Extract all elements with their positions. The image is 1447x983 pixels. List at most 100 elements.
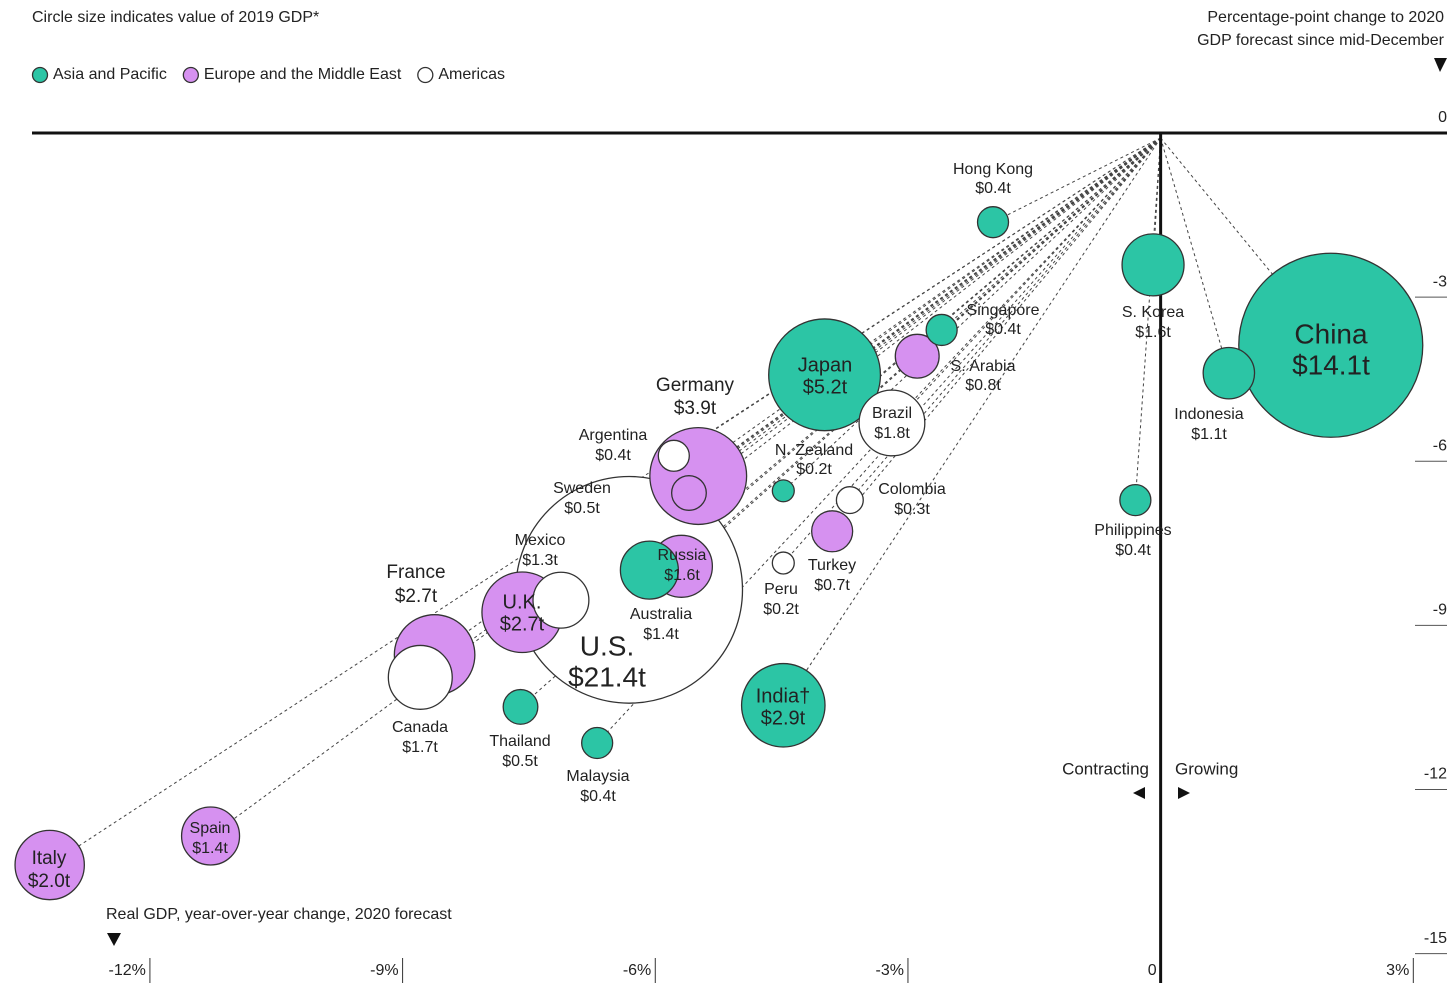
country-label: Germany [656, 375, 735, 396]
legend-swatch [417, 66, 434, 84]
value-label: $2.9t [761, 707, 806, 729]
bubble [670, 475, 707, 511]
annotation: Contracting [1062, 759, 1149, 778]
bubble [657, 439, 690, 472]
country-label: U.S. [580, 630, 634, 661]
country-label: Turkey [808, 557, 856, 574]
country-label: Canada [392, 719, 448, 736]
value-label: $0.4t [595, 447, 631, 464]
x-tick-label: -9% [370, 962, 398, 979]
value-label: $0.5t [564, 500, 600, 517]
country-label: Hong Kong [953, 161, 1033, 178]
y-tick-label: -3 [1433, 273, 1447, 290]
value-label: $3.9t [674, 398, 717, 419]
x-tick-label: -3% [875, 962, 903, 979]
bubble [740, 662, 826, 748]
bubble [1202, 346, 1256, 400]
legend-swatch [31, 66, 49, 84]
country-label: Colombia [878, 481, 946, 498]
y-tick-label: -6 [1433, 437, 1447, 454]
value-label: $0.3t [894, 501, 930, 518]
bubble [1121, 233, 1185, 297]
bubble [771, 479, 795, 503]
country-label: Brazil [872, 405, 912, 422]
arrow [1178, 787, 1190, 799]
bubble [1238, 252, 1424, 438]
country-label: U.K. [503, 591, 542, 613]
leader-line [1160, 137, 1230, 374]
leader-line [49, 137, 1161, 866]
leader-line [831, 137, 1162, 532]
value-label: $0.4t [1115, 542, 1151, 559]
value-label: $2.0t [28, 871, 71, 892]
y-tick-label: -12 [1424, 766, 1447, 783]
y-axis-title: Percentage-point change to 2020 [1207, 9, 1444, 26]
legend: Asia and Pacific Europe and the Middle Ea… [31, 66, 505, 84]
value-label: $0.5t [502, 753, 538, 770]
bubble [771, 551, 795, 575]
value-label: $1.4t [192, 840, 228, 857]
chart-title: Circle size indicates value of 2019 GDP* [32, 9, 319, 26]
country-label: N. Zealand [775, 442, 853, 459]
labels: China$14.1t Japan$5.2t India†$2.9t S. Korea… [28, 161, 1370, 892]
bubble [768, 318, 882, 432]
value-label: $1.3t [522, 552, 558, 569]
value-label: $0.4t [985, 321, 1021, 338]
legend-label: Asia and Pacific [53, 66, 167, 83]
x-tick-label: -12% [109, 962, 146, 979]
leader-line [891, 137, 1161, 424]
leader-line [992, 137, 1161, 223]
leader-line [782, 137, 1161, 492]
leader-line [782, 137, 1162, 564]
country-label: Mexico [515, 532, 566, 549]
axes: -12% -9% -6% -3% 0 3% 0 -3 -6 -9 -12 -15 [32, 109, 1447, 983]
value-label: $0.4t [580, 788, 616, 805]
legend-label: Americas [438, 66, 505, 83]
y-tick-label: -15 [1424, 930, 1447, 947]
country-label: Philippines [1094, 522, 1171, 539]
bubble [811, 510, 854, 553]
country-label: Peru [764, 581, 798, 598]
x-tick-label: 3% [1386, 962, 1409, 979]
legend-swatch [182, 66, 199, 84]
country-label: China [1294, 318, 1368, 349]
bubble [180, 806, 241, 866]
y-tick-label: 0 [1438, 109, 1447, 126]
leader-line [688, 137, 1161, 494]
value-label: $0.7t [814, 577, 850, 594]
country-label: S. Arabia [951, 358, 1016, 375]
y-tick-label: -9 [1433, 602, 1447, 619]
country-label: Spain [190, 820, 231, 837]
bubble [858, 389, 926, 457]
bubbles [14, 206, 1424, 901]
annotation: Growing [1175, 759, 1238, 778]
country-label: Singapore [967, 302, 1040, 319]
x-tick-label: -6% [623, 962, 651, 979]
arrow [107, 933, 121, 946]
value-label: $14.1t [1292, 349, 1370, 380]
leader-line [681, 137, 1161, 567]
value-label: $5.2t [803, 376, 848, 398]
arrow [1133, 787, 1145, 799]
country-label: Argentina [579, 427, 648, 444]
leader-line [941, 137, 1161, 331]
value-label: $1.4t [643, 626, 679, 643]
country-label: India† [756, 685, 811, 707]
x-tick-label: 0 [1148, 962, 1157, 979]
bubble [835, 486, 864, 515]
bubble [976, 206, 1010, 239]
leader-line [673, 137, 1161, 457]
value-label: $0.4t [975, 180, 1011, 197]
bubble [532, 571, 590, 629]
country-label: Russia [658, 547, 707, 564]
country-label: Italy [32, 848, 67, 869]
bubble [894, 333, 940, 379]
leader-line [1134, 137, 1162, 501]
x-axis-title: Real GDP, year-over-year change, 2020 fo… [106, 906, 452, 923]
bubble [1119, 483, 1152, 517]
value-label: $2.7t [395, 586, 438, 607]
y-axis-title: GDP forecast since mid-December [1197, 32, 1445, 49]
value-label: $21.4t [568, 661, 646, 692]
value-label: $1.7t [402, 739, 438, 756]
